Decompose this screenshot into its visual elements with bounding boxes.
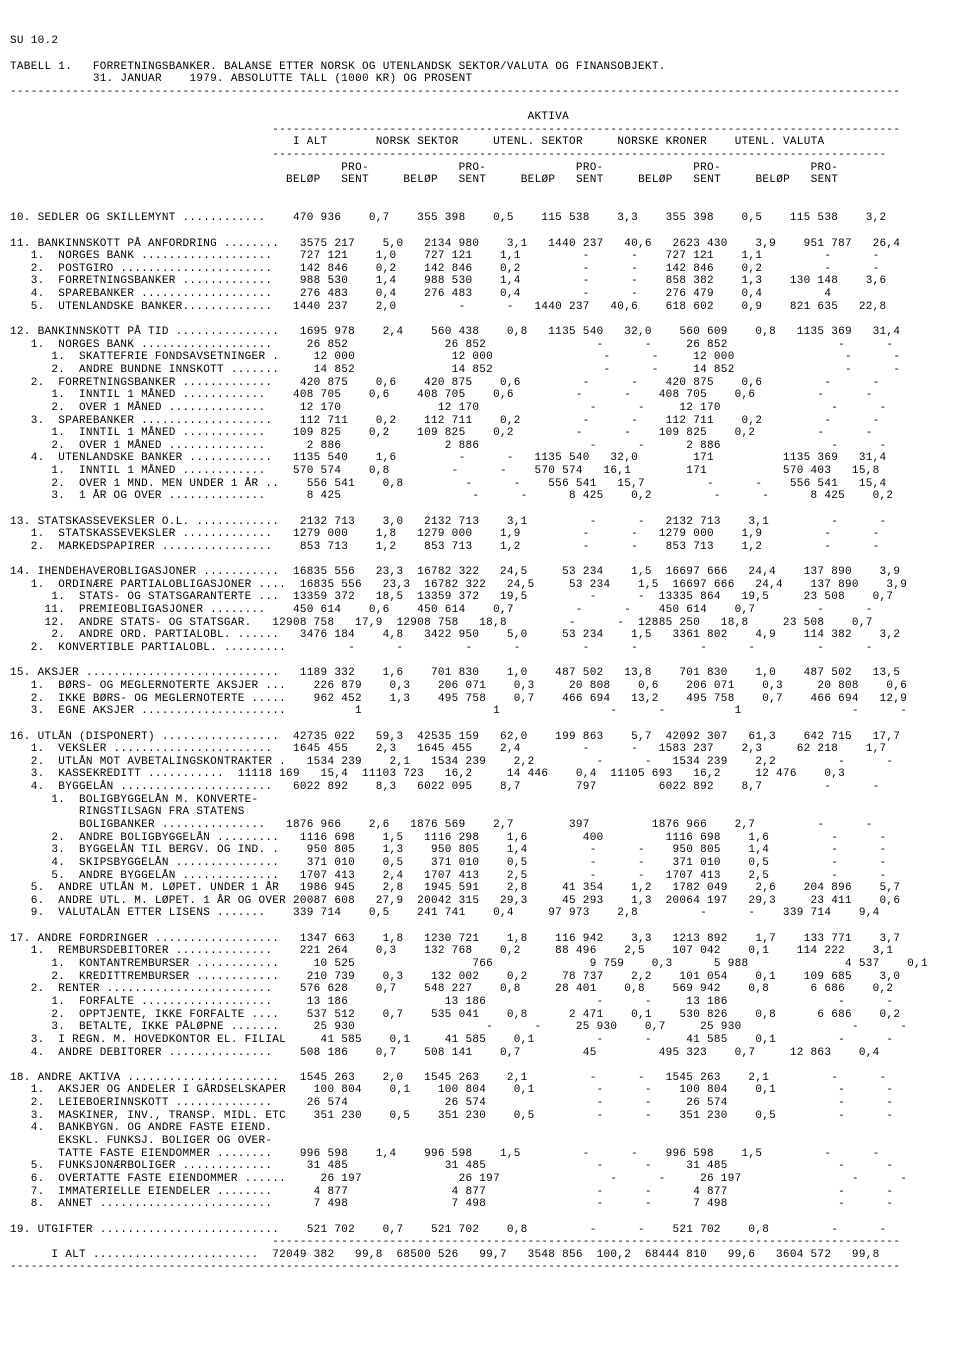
row-14-1: 1. ORDINÆRE PARTIALOBLIGASJONER .... 168…	[10, 579, 907, 591]
row-12-4: 4. UTENLANDSKE BANKER ............ 1135 …	[10, 452, 886, 464]
sub-sent: SENT	[576, 174, 604, 186]
row-16-1: 1. VEKSLER ....................... 1645 …	[10, 743, 886, 755]
sub-sent: SENT	[693, 174, 721, 186]
row-17-4: 4. ANDRE DEBITORER ............... 508 1…	[10, 1047, 880, 1059]
row-14-1-11: 11. PREMIEOBLIGASJONER ........ 450 614 …	[10, 604, 873, 616]
row-13: 13. STATSKASSEVEKSLER O.L. ............ …	[10, 516, 886, 528]
page-reference: SU 10.2	[10, 35, 58, 47]
row-11-5: 5. UTENLANDSKE BANKER............. 1440 …	[10, 301, 886, 313]
table-number: TABELL 1.	[10, 61, 72, 73]
row-12-2-1: 1. INNTIL 1 MÅNED ............ 408 705 0…	[10, 389, 873, 401]
row-18-6: 6. OVERTATTE FASTE EIENDOMMER ...... 26 …	[10, 1173, 907, 1185]
row-16-4-3: 3. BYGGELÅN TIL BERGV. OG IND. . 950 805…	[10, 844, 886, 856]
sub-belop: BELØP	[638, 174, 673, 186]
row-16: 16. UTLÅN (DISPONERT) ................. …	[10, 731, 900, 743]
row-16-4-2: 2. ANDRE BOLIGBYGGELÅN ......... 1116 69…	[10, 832, 886, 844]
row-13-1: 1. STATSKASSEVEKSLER ............. 1279 …	[10, 528, 880, 540]
sub-pro: PRO-	[341, 162, 369, 174]
row-18-5: 5. FUNKSJONÆRBOLIGER ............. 31 48…	[10, 1160, 893, 1172]
row-16-6: 6. ANDRE UTL. M. LØPET. 1 ÅR OG OVER 200…	[10, 895, 900, 907]
row-17-1-2: 2. KREDITTREMBURSER ............ 210 739…	[10, 971, 900, 983]
row-17-1-1: 1. KONTANTREMBURSER ............ 10 525 …	[10, 958, 928, 970]
sub-pro: PRO-	[576, 162, 604, 174]
row-15-2: 2. IKKE BØRS- OG MEGLERNOTERTE ..... 962…	[10, 693, 907, 705]
row-12-3-1: 1. INNTIL 1 MÅNED ............ 109 825 0…	[10, 427, 873, 439]
row-19: 19. UTGIFTER .......................... …	[10, 1224, 886, 1236]
sub-belop: BELØP	[521, 174, 556, 186]
row-15: 15. AKSJER ............................ …	[10, 667, 900, 679]
col-header-3: UTENL. SEKTOR	[493, 136, 583, 148]
row-17-2: 2. RENTER ........................ 576 6…	[10, 983, 893, 995]
row-17-2-1: 1. FORFALTE ................... 13 186 1…	[10, 996, 893, 1008]
row-16-4-1c: BOLIGBANKER ............... 1876 966 2,6…	[10, 819, 873, 831]
row-17-1: 1. REMBURSDEBITORER .............. 221 2…	[10, 945, 893, 957]
row-12-1: 1. NORGES BANK ................... 26 85…	[10, 339, 893, 351]
row-18-8: 8. ANNET ......................... 7 498…	[10, 1198, 893, 1210]
row-18-4c: TATTE FASTE EIENDOMMER ........ 996 598 …	[10, 1148, 880, 1160]
row-11-3: 3. FORRETNINGSBANKER ............. 988 5…	[10, 275, 886, 287]
row-11-2: 2. POSTGIRO ...................... 142 8…	[10, 263, 880, 275]
row-17: 17. ANDRE FORDRINGER .................. …	[10, 933, 900, 945]
row-14-1-12: 12. ANDRE STATS- OG STATSGAR. 12908 758 …	[10, 617, 873, 629]
row-11: 11. BANKINNSKOTT PÅ ANFORDRING ........ …	[10, 238, 900, 250]
row-16-4-4: 4. SKIPSBYGGELÅN ............... 371 010…	[10, 857, 886, 869]
row-11-4: 4. SPAREBANKER ................... 276 4…	[10, 288, 873, 300]
col-header-1: I ALT	[293, 136, 328, 148]
row-total: I ALT ........................ 72049 382…	[10, 1249, 880, 1261]
title-line-2: 31. JANUAR 1979. ABSOLUTTE TALL (1000 KR…	[93, 73, 473, 85]
sub-sent: SENT	[459, 174, 487, 186]
row-15-3: 3. EGNE AKSJER ..................... 1 1…	[10, 705, 907, 717]
title-line-1: FORRETNINGSBANKER. BALANSE ETTER NORSK O…	[93, 61, 666, 73]
sub-belop: BELØP	[755, 174, 790, 186]
header-aktiva: AKTIVA	[528, 111, 569, 123]
row-18-4: 4. BANKBYGN. OG ANDRE FASTE EIEND.	[10, 1122, 272, 1134]
row-15-1: 1. BØRS- OG MEGLERNOTERTE AKSJER ... 226…	[10, 680, 907, 692]
row-16-4-1: 1. BOLIGBYGGELÅN M. KONVERTE-	[10, 794, 258, 806]
row-13-2: 2. MARKEDSPAPIRER ................ 853 7…	[10, 541, 880, 553]
sub-pro: PRO-	[811, 162, 839, 174]
row-16-4-5: 5. ANDRE BYGGELÅN .............. 1707 41…	[10, 870, 886, 882]
row-12-3-2: 2. OVER 1 MÅNED .............. 2 886 2 8…	[10, 440, 886, 452]
row-18-7: 7. IMMATERIELLE EIENDELER ........ 4 877…	[10, 1186, 893, 1198]
row-12-1-1: 1. SKATTEFRIE FONDSAVSETNINGER . 12 000 …	[10, 351, 900, 363]
row-18: 18. ANDRE AKTIVA ...................... …	[10, 1072, 886, 1084]
row-18-2: 2. LEIEBOERINNSKOTT .............. 26 57…	[10, 1097, 893, 1109]
row-12-1-2: 2. ANDRE BUNDNE INNSKOTT ....... 14 852 …	[10, 364, 900, 376]
row-12-2-2: 2. OVER 1 MÅNED .............. 12 170 12…	[10, 402, 886, 414]
row-12: 12. BANKINNSKOTT PÅ TID ............... …	[10, 326, 900, 338]
row-16-2: 2. UTLÅN MOT AVBETALINGSKONTRAKTER . 153…	[10, 756, 893, 768]
document-page: SU 10.2 TABELL 1. FORRETNINGSBANKER. BAL…	[10, 35, 950, 1274]
col-header-4: NORSKE KRONER	[617, 136, 707, 148]
sub-belop: BELØP	[403, 174, 438, 186]
col-header-2: NORSK SEKTOR	[376, 136, 459, 148]
row-16-4-1b: RINGSTILSAGN FRA STATENS	[10, 806, 245, 818]
row-14-1-1: 1. STATS- OG STATSGARANTERTE ... 13359 3…	[10, 591, 893, 603]
sub-pro: PRO-	[459, 162, 487, 174]
row-17-3: 3. I REGN. M. HOVEDKONTOR EL. FILIAL 41 …	[10, 1034, 893, 1046]
row-17-2-2: 2. OPPTJENTE, IKKE FORFALTE .... 537 512…	[10, 1009, 900, 1021]
sub-pro: PRO-	[693, 162, 721, 174]
row-11-1: 1. NORGES BANK ................... 727 1…	[10, 250, 880, 262]
row-10: 10. SEDLER OG SKILLEMYNT ............ 47…	[10, 212, 886, 224]
row-16-5: 5. ANDRE UTLÅN M. LØPET. UNDER 1 ÅR 1986…	[10, 882, 900, 894]
row-12-3: 3. SPAREBANKER ................... 112 7…	[10, 415, 880, 427]
row-16-4: 4. BYGGELÅN ...................... 6022 …	[10, 781, 880, 793]
sub-sent: SENT	[341, 174, 369, 186]
row-12-4-1: 1. INNTIL 1 MÅNED ............ 570 574 0…	[10, 465, 880, 477]
row-18-1: 1. AKSJER OG ANDELER I GÅRDSELSKAPER 100…	[10, 1084, 893, 1096]
row-14-1-2: 2. ANDRE ORD. PARTIALOBL. ...... 3476 18…	[10, 629, 900, 641]
row-12-4-2: 2. OVER 1 MND. MEN UNDER 1 ÅR .. 556 541…	[10, 478, 886, 490]
row-14-2: 2. KONVERTIBLE PARTIALOBL. ......... - -…	[10, 642, 873, 654]
row-16-9: 9. VALUTALÅN ETTER LISENS ....... 339 71…	[10, 907, 880, 919]
row-14: 14. IHENDEHAVEROBLIGASJONER ........... …	[10, 566, 900, 578]
row-12-4-3: 3. 1 ÅR OG OVER .............. 8 425 - -…	[10, 490, 893, 502]
row-12-2: 2. FORRETNINGSBANKER ............. 420 8…	[10, 377, 880, 389]
row-18-4b: EKSKL. FUNKSJ. BOLIGER OG OVER-	[10, 1135, 272, 1147]
row-18-3: 3. MASKINER, INV., TRANSP. MIDL. ETC 351…	[10, 1110, 893, 1122]
sub-belop: BELØP	[286, 174, 321, 186]
row-16-3: 3. KASSEKREDITT ........... 11118 169 15…	[10, 768, 845, 780]
row-17-2-3: 3. BETALTE, IKKE PÅLØPNE ....... 25 930 …	[10, 1021, 907, 1033]
col-header-5: UTENL. VALUTA	[735, 136, 825, 148]
sub-sent: SENT	[811, 174, 839, 186]
